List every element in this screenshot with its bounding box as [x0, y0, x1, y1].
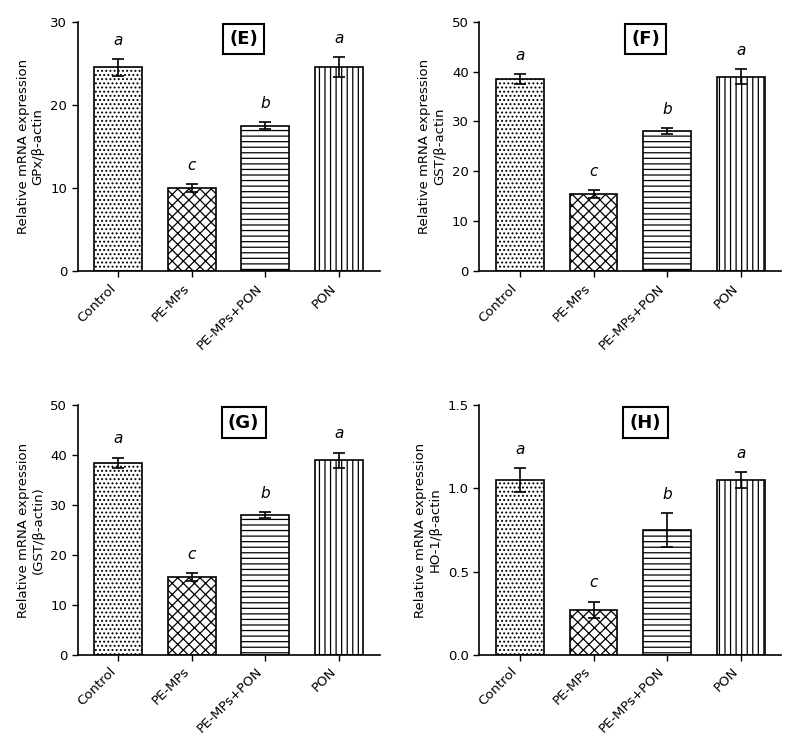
Text: b: b [260, 486, 271, 501]
Text: b: b [662, 102, 672, 117]
Bar [643, 132, 691, 271]
Y-axis label: Relative mRNA expression
GPx/β-actin: Relative mRNA expression GPx/β-actin [17, 59, 45, 234]
Text: a: a [113, 33, 123, 48]
Bar [94, 68, 142, 271]
Text: b: b [260, 96, 271, 111]
Text: a: a [113, 432, 123, 447]
Bar [168, 188, 215, 271]
Text: (E): (E) [229, 30, 258, 48]
Y-axis label: Relative mRNA expression
HO-1/β-actin: Relative mRNA expression HO-1/β-actin [414, 442, 442, 617]
Text: (F): (F) [631, 30, 660, 48]
Bar [717, 77, 764, 271]
Bar [168, 578, 215, 655]
Bar [315, 68, 363, 271]
Bar [315, 460, 363, 655]
Text: a: a [334, 426, 344, 441]
Bar [496, 79, 543, 271]
Text: (H): (H) [630, 414, 662, 432]
Text: c: c [589, 575, 598, 590]
Text: a: a [334, 31, 344, 46]
Text: a: a [516, 442, 524, 457]
Bar [643, 530, 691, 655]
Text: (G): (G) [228, 414, 259, 432]
Bar [496, 480, 543, 655]
Y-axis label: Relative mRNA expression
(GST/β-actin): Relative mRNA expression (GST/β-actin) [17, 442, 45, 617]
Text: c: c [188, 547, 196, 562]
Text: c: c [589, 163, 598, 178]
Text: c: c [188, 158, 196, 172]
Bar [570, 194, 618, 271]
Bar [717, 480, 764, 655]
Bar [242, 515, 290, 655]
Bar [570, 610, 618, 655]
Text: b: b [662, 487, 672, 502]
Text: a: a [516, 48, 524, 63]
Bar [94, 462, 142, 655]
Bar [242, 126, 290, 271]
Text: a: a [736, 43, 745, 58]
Y-axis label: Relative mRNA expression
GST/β-actin: Relative mRNA expression GST/β-actin [418, 59, 447, 234]
Text: a: a [736, 446, 745, 460]
